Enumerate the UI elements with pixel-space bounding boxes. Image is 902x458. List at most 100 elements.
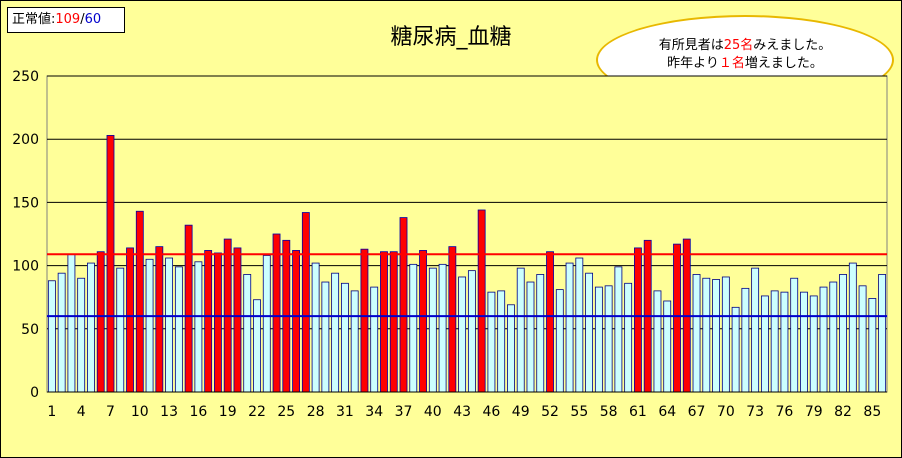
x-tick-label: 52 [541, 404, 559, 420]
bar-normal [868, 298, 877, 393]
bar-normal [751, 267, 760, 393]
y-tick-label: 200 [12, 132, 39, 148]
x-tick-label: 46 [483, 404, 501, 420]
x-tick-label: 82 [834, 404, 852, 420]
bar-normal [712, 279, 720, 393]
bar-abnormal [233, 247, 242, 393]
y-tick-label: 100 [12, 259, 39, 275]
x-tick-label: 16 [189, 404, 207, 420]
bar-normal [575, 257, 584, 393]
bar-normal [809, 295, 818, 393]
x-tick-label: 76 [776, 404, 794, 420]
x-tick-label: 64 [658, 404, 676, 420]
bar-normal [253, 299, 261, 393]
bar-normal [507, 304, 515, 393]
bar-normal [663, 300, 672, 393]
bar-normal [604, 285, 613, 393]
x-tick-label: 37 [395, 404, 413, 420]
bar-normal [370, 286, 379, 393]
callout-text: 有所見者は25名みえました。 昨年より１名増えました。 [596, 37, 894, 73]
bar-normal [760, 295, 769, 393]
bar-normal [731, 306, 740, 393]
bar-normal [311, 262, 320, 393]
bar-normal [614, 266, 623, 393]
bar-normal [721, 276, 730, 393]
bar-normal [516, 267, 525, 393]
bar-normal [321, 281, 330, 393]
x-tick-label: 10 [131, 404, 149, 420]
bar-abnormal [214, 252, 222, 393]
bar-abnormal [126, 247, 134, 393]
normal-range-label: 正常値: [12, 12, 56, 27]
x-tick-label: 43 [453, 404, 471, 420]
callout-line-1: 有所見者は25名みえました。 [596, 37, 894, 55]
callout-line1-post: みえました。 [753, 38, 832, 53]
x-tick-label: 49 [512, 404, 530, 420]
bar-abnormal [673, 243, 681, 393]
x-tick-label: 34 [365, 404, 383, 420]
bar-normal [536, 274, 545, 393]
bar-normal [194, 261, 203, 393]
bar-abnormal [419, 250, 427, 393]
x-tick-label: 28 [307, 404, 325, 420]
x-tick-label: 61 [629, 404, 647, 420]
normal-separator: / [80, 12, 85, 27]
bar-abnormal [292, 250, 300, 393]
bar-abnormal [399, 217, 408, 393]
x-tick-label: 13 [160, 404, 178, 420]
bar-normal [243, 274, 252, 393]
bar-normal [428, 267, 437, 393]
bar-normal [77, 277, 86, 393]
x-tick-label: 31 [336, 404, 354, 420]
bar-abnormal [184, 224, 193, 393]
bar-normal [145, 258, 154, 393]
bar-normal [467, 270, 476, 393]
bar-normal [585, 272, 594, 393]
x-tick-label: 58 [600, 404, 618, 420]
bar-normal [555, 289, 564, 393]
bar-normal [340, 282, 349, 393]
y-tick-label: 250 [12, 69, 39, 85]
x-tick-label: 22 [248, 404, 266, 420]
x-tick-label: 79 [805, 404, 823, 420]
bar-normal [624, 282, 633, 393]
bar-normal [165, 257, 174, 393]
x-tick-label: 55 [570, 404, 588, 420]
bar-normal [565, 262, 574, 393]
normal-lower-value: 60 [84, 12, 102, 27]
bar-normal [702, 277, 711, 393]
bar-normal [57, 272, 66, 393]
bar-normal [87, 262, 95, 393]
bar-normal [331, 272, 340, 393]
bar-abnormal [96, 251, 105, 393]
bar-normal [858, 285, 867, 393]
bar-normal [47, 280, 56, 393]
bar-normal [692, 274, 701, 393]
bar-abnormal [155, 246, 164, 393]
bar-normal [526, 281, 535, 393]
bar-normal [497, 290, 506, 393]
bar-normal [458, 276, 467, 393]
x-tick-label: 1 [47, 404, 56, 420]
bar-abnormal [634, 247, 642, 393]
bar-normal [770, 290, 779, 393]
bar-normal [487, 291, 496, 393]
bar-abnormal [546, 251, 554, 393]
bar-abnormal [360, 248, 369, 393]
bar-normal [594, 286, 603, 393]
bar-abnormal [448, 246, 457, 393]
x-tick-label: 40 [424, 404, 442, 420]
normal-upper-value: 109 [55, 12, 81, 27]
bar-abnormal [106, 135, 115, 393]
y-tick-label: 50 [21, 322, 39, 338]
bar-abnormal [380, 251, 388, 393]
bar-abnormal [477, 209, 486, 393]
x-tick-label: 73 [746, 404, 764, 420]
x-tick-label: 4 [77, 404, 86, 420]
bar-normal [653, 290, 662, 393]
bar-normal [819, 286, 828, 393]
bar-normal [67, 253, 76, 393]
bar-normal [174, 266, 183, 393]
callout-line2-post: 増えました。 [744, 56, 823, 71]
